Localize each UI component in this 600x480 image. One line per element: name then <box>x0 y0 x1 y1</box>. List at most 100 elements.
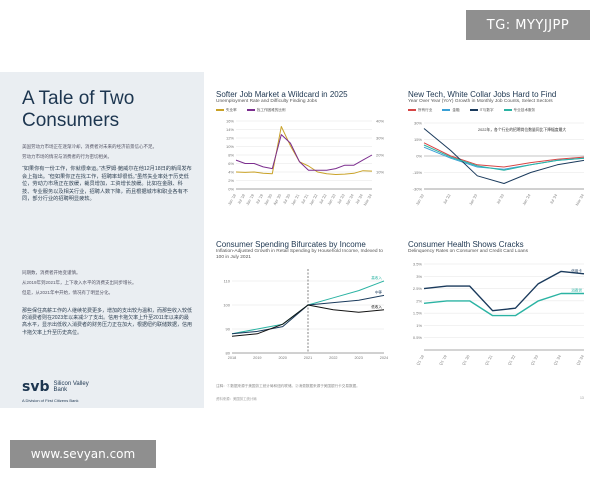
chart4-subtitle: Delinquency Rates on Consumer and Credit… <box>408 249 528 254</box>
x-tick-label: Jul '24 <box>549 193 558 204</box>
page-number: 13 <box>580 396 584 400</box>
x-tick-label: Apr '20 <box>273 193 282 205</box>
x-tick-label: Jul '22 <box>443 193 452 204</box>
legend-label: 金融 <box>452 107 460 112</box>
series-line <box>231 304 385 337</box>
y-tick-label: -15% <box>413 170 423 175</box>
y-tick-label: 6% <box>228 161 234 166</box>
y-tick-label: 4% <box>228 169 234 174</box>
y-tick-label: 2.5% <box>413 286 423 291</box>
legend-label: 失业率 <box>226 107 237 112</box>
x-tick-label: Jan '21 <box>291 193 301 206</box>
x-tick-label: 2019 <box>253 356 261 360</box>
x-tick-label: Jul '20 <box>282 193 291 204</box>
series-label: 高收入 <box>371 275 382 280</box>
legend-label: 找工作困难的比例 <box>256 107 286 112</box>
series-label: 低收入 <box>371 304 382 309</box>
chart1-subtitle: Unemployment Rate and Difficulty Finding… <box>216 99 317 104</box>
intro-text: 美国劳动力市场正在逐渐冷却，消费者对未来的经济前景信心不足。 劳动力市场的情况与… <box>22 144 192 160</box>
x-tick-label: Jan '24 <box>345 193 355 206</box>
y-tick-label: 1% <box>416 323 422 328</box>
series-label: 消费贷 <box>571 287 582 292</box>
chart2-legend: 所有行业 金融 IT与数字 专业技术服务 <box>408 108 588 113</box>
chart-job-market: Softer Job Market a Wildcard in 2025 Une… <box>216 90 388 216</box>
x-tick-label: Jan '18 <box>227 193 237 206</box>
y-tick-label: 0% <box>228 186 234 191</box>
logo-name: Silicon Valley Bank <box>53 380 89 394</box>
footnote: 注释：①数据来源于美国劳工统计局和纽约联储。②消费数据来源于美国银行卡交易数据。 <box>216 384 360 388</box>
chart3-title: Consumer Spending Bifurcates by Income <box>216 240 366 249</box>
y2-tick-label: 40% <box>376 118 384 123</box>
legend-label: IT与数字 <box>479 107 494 112</box>
x-tick-label: 2018 <box>228 356 236 360</box>
y-tick-label: 8% <box>228 152 234 157</box>
chart2-title: New Tech, White Collar Jobs Hard to Find <box>408 90 557 99</box>
logo-mark: svb <box>22 379 50 395</box>
legend-item: 失业率 <box>216 108 237 113</box>
watermark-bottom: www.sevyan.com <box>10 440 156 468</box>
series-line <box>235 133 373 171</box>
series-line <box>235 125 373 175</box>
note-3: 但是，从2021年中开始，情况有了明显分化。 <box>22 289 114 295</box>
chart2-annotation: 2022年，各个行业的招聘岗位数量同比下降幅度最大 <box>478 127 566 132</box>
legend-item: 专业技术服务 <box>503 107 536 113</box>
svb-logo: svb Silicon Valley Bank <box>22 379 93 395</box>
body-paragraph: 那些保住高薪工作的人继续花费更多，增加的支出较为温和，而那些收入较低的消费者则在… <box>22 308 193 336</box>
series-label: 信用卡 <box>571 267 582 272</box>
series-line <box>423 146 585 170</box>
notes-block: 同期数，消费者开始变谨慎。 从2019年到2021年，上下收入水平的消费支出同步… <box>22 270 192 296</box>
x-tick-label: Q1 '24 <box>553 354 562 366</box>
y-tick-label: 100 <box>223 303 230 308</box>
x-tick-label: Q1 '18 <box>416 354 425 366</box>
chart3-plot: 80 90 100 110 2018 2019 2020 2021 2022 2023 2024 高收… <box>223 269 388 360</box>
x-tick-label: Q1 '19 <box>439 354 448 366</box>
series-line <box>423 144 585 171</box>
legend-item: 找工作困难的比例 <box>246 107 286 113</box>
series-line <box>423 141 585 168</box>
source-note: 资料来源：美国劳工统计局 <box>216 397 257 401</box>
x-tick-label: Nov '24 <box>575 193 585 206</box>
intro-line-2: 劳动力市场的情况与消费者的行为密切相关。 <box>22 153 112 159</box>
y2-tick-label: 10% <box>376 169 384 174</box>
y-tick-label: 110 <box>224 279 231 284</box>
y-tick-label: 0% <box>416 153 422 158</box>
x-tick-label: Jan '19 <box>245 193 255 206</box>
x-tick-label: Jul '24 <box>355 193 364 204</box>
y-tick-label: 15% <box>414 137 422 142</box>
chart2-plot: -30% -15% 0% 15% 30% Jan '22 Jul '22 Jan '23 Jul… <box>413 120 585 206</box>
intro-line-1: 美国劳动力市场正在逐渐冷却，消费者对未来的经济前景信心不足。 <box>22 144 157 149</box>
y-tick-label: 80 <box>226 351 231 356</box>
y-tick-label: 0.5% <box>413 335 423 340</box>
chart1-title: Softer Job Market a Wildcard in 2025 <box>216 90 348 99</box>
x-tick-label: Q3 '24 <box>576 354 585 366</box>
x-tick-label: Jan '23 <box>469 193 479 206</box>
chart1-plot: 0%2%4%6%8%10%12%14%16%Jan '18 Jul '18 Jan … <box>226 118 384 206</box>
chart3-subtitle: Inflation-Adjusted Growth in Retail Spen… <box>216 249 383 260</box>
legend-item: IT与数字 <box>469 107 494 113</box>
x-tick-label: 2024 <box>380 356 388 360</box>
left-panel: A Tale of Two Consumers 美国劳动力市场正在逐渐冷却，消费… <box>0 72 204 408</box>
y2-tick-label: 30% <box>376 135 384 140</box>
chart4-plot: 0.5% 1% 1.5% 2% 2.5% 3% 3.5% Q1 '18 Q1 '19 Q1 '20… <box>413 261 585 366</box>
x-tick-label: 2023 <box>354 356 362 360</box>
x-tick-label: Jan '22 <box>415 193 425 206</box>
x-tick-label: Jul '22 <box>319 193 328 204</box>
x-tick-label: Nov '24 <box>363 193 373 206</box>
chart-tech-jobs: New Tech, White Collar Jobs Hard to Find… <box>408 90 588 216</box>
legend-label: 专业技术服务 <box>513 107 536 112</box>
y-tick-label: -30% <box>413 186 423 191</box>
series-line <box>423 292 584 316</box>
series-line <box>423 270 585 311</box>
series-line <box>423 127 585 184</box>
x-tick-label: 2020 <box>278 356 286 360</box>
watermark-top: TG: MYYJJPP <box>466 10 590 40</box>
x-tick-label: Jul '18 <box>237 193 246 204</box>
x-tick-label: Q1 '22 <box>507 354 516 366</box>
x-tick-label: 2021 <box>304 356 312 360</box>
page-title: A Tale of Two Consumers <box>22 88 135 131</box>
x-tick-label: Jan '23 <box>327 193 337 206</box>
y-tick-label: 3.5% <box>413 261 423 266</box>
y2-tick-label: 20% <box>376 152 384 157</box>
quote-text: “如果你有一份工作，你就很幸运。”杰罗姆·鲍威尔在他12月18日的新闻发布会上指… <box>22 166 192 203</box>
